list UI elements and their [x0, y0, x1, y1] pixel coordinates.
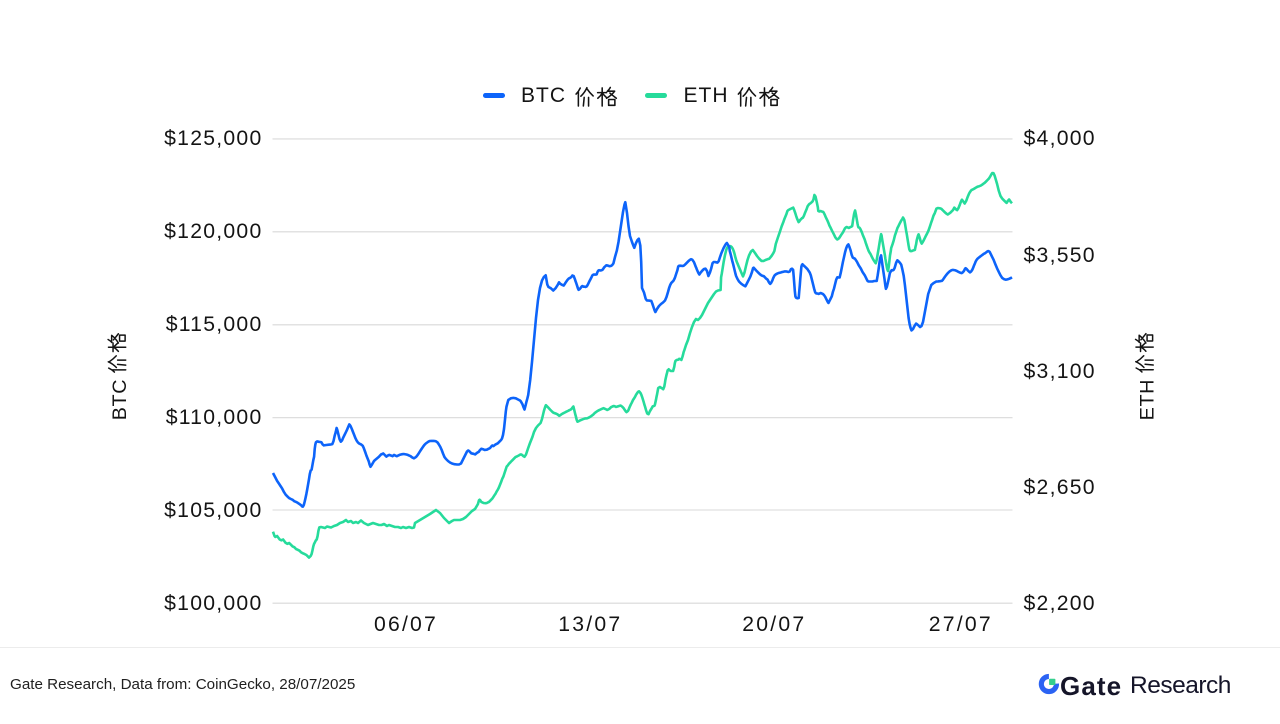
svg-text:BTC: BTC	[109, 379, 131, 420]
svg-text:ETH: ETH	[1137, 379, 1159, 420]
